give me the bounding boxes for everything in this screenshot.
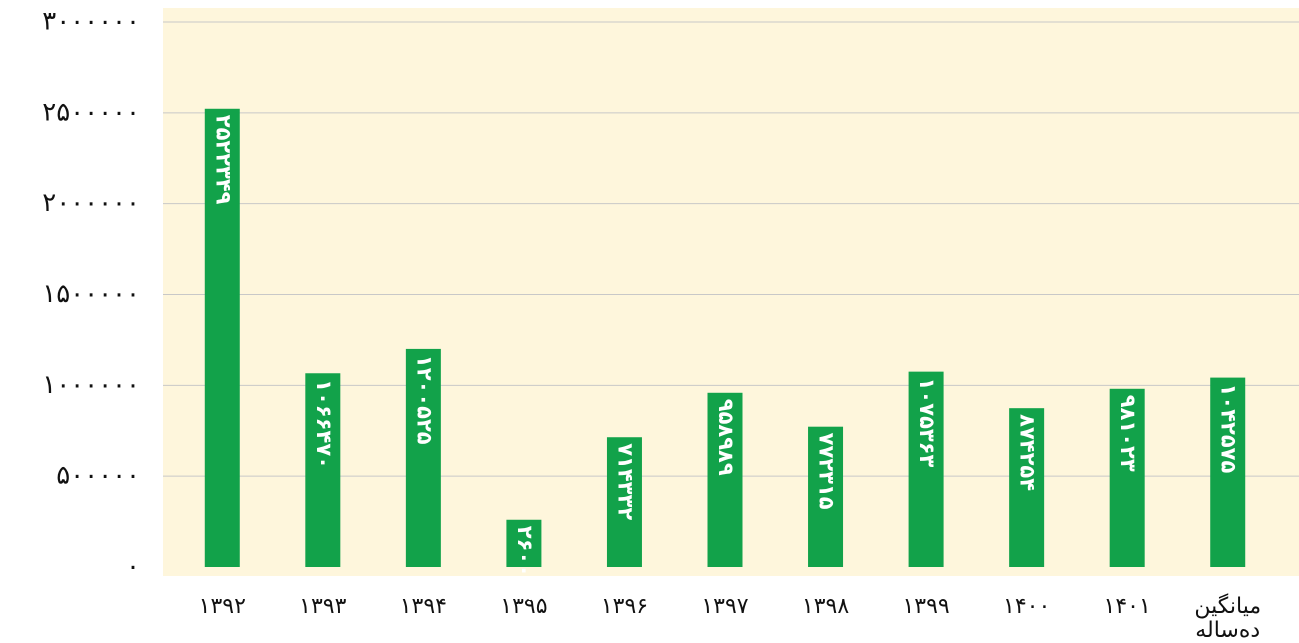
- value-label: ۱۰۴۲۵۷۵: [1217, 384, 1241, 474]
- bar: [305, 373, 341, 567]
- bar: [1009, 408, 1045, 567]
- x-tick-label: ۱۳۹۸: [802, 594, 849, 619]
- y-tick-label: ۰: [126, 552, 140, 582]
- value-label: ۲۵۲۲۳۴۹: [211, 115, 235, 205]
- bar: [808, 426, 844, 567]
- value-label: ۱۰۷۵۳۶۳: [915, 378, 939, 468]
- value-label: ۱۲۰۰۵۲۵: [412, 355, 436, 445]
- y-tick-label: ۱۵۰۰۰۰۰: [42, 279, 140, 309]
- value-label: ۸۷۴۲۵۴: [1016, 414, 1040, 491]
- x-tick-label: ۱۴۰۰: [1003, 594, 1050, 619]
- x-tick-label: ۱۳۹۶: [601, 594, 648, 619]
- x-tick-label: ۱۴۰۱: [1104, 594, 1151, 619]
- x-tick-label: ۱۳۹۴: [400, 594, 447, 619]
- value-label: ۹۸۱۰۲۳: [1116, 395, 1140, 472]
- y-tick-label: ۳۰۰۰۰۰۰: [42, 7, 140, 37]
- x-tick-label: ۱۳۹۲: [199, 594, 246, 619]
- value-label: ۹۵۸۹۸۹: [714, 399, 738, 476]
- x-tick-label: میانگین ده‌ساله: [1194, 593, 1261, 643]
- value-label: ۱۰۶۶۴۷۰: [312, 379, 336, 469]
- bar: [405, 348, 441, 567]
- x-tick-label: ۱۳۹۳: [299, 594, 346, 619]
- x-tick-label: ۱۳۹۷: [701, 594, 748, 619]
- x-tick-label: ۱۳۹۹: [902, 594, 949, 619]
- value-label: ۷۱۴۳۳۲: [613, 443, 637, 520]
- bar: [1109, 388, 1145, 567]
- y-tick-label: ۱۰۰۰۰۰۰: [42, 370, 140, 400]
- y-tick-label: ۲۰۰۰۰۰۰: [42, 188, 140, 218]
- bar: [204, 108, 240, 568]
- value-label: ۲۶۰۰۷۶: [513, 526, 537, 603]
- y-tick-label: ۵۰۰۰۰۰: [56, 461, 140, 491]
- x-tick-label: ۱۳۹۵: [500, 594, 547, 619]
- value-label: ۷۷۲۳۱۵: [815, 433, 839, 510]
- y-tick-label: ۲۵۰۰۰۰۰: [42, 97, 140, 127]
- bar: [1210, 377, 1246, 567]
- bar: [707, 392, 743, 567]
- bar: [908, 371, 944, 567]
- bar: [606, 437, 642, 567]
- bar: [506, 519, 542, 567]
